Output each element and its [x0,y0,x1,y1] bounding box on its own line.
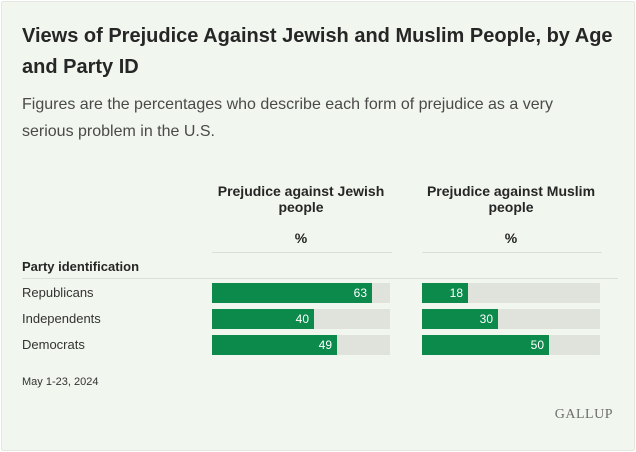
bar-value-label: 18 [449,286,463,300]
bar-track: 30 [422,309,600,329]
source-date: May 1-23, 2024 [22,376,99,388]
column-unit-jewish: % [294,230,308,246]
row-label-democrats: Democrats [22,337,85,352]
gallup-logo: GALLUP [554,407,613,422]
bar-value-label: 40 [295,312,309,326]
bar-value-label: 63 [353,286,367,300]
bar-track: 63 [212,283,390,303]
section-label: Party identification [22,259,140,274]
bar-muslim-republicans: 18 [422,283,468,303]
column-unit-muslim: % [504,230,518,246]
bar-jewish-republicans: 63 [212,283,372,303]
bar-track: 18 [422,283,600,303]
chart-subtitle: Figures are the percentages who describe… [22,96,553,140]
bar-value-label: 50 [530,338,544,352]
column-divider-jewish [212,252,392,253]
bar-value-label: 49 [318,338,332,352]
bar-muslim-democrats: 50 [422,335,549,355]
bar-value-label: 30 [479,312,493,326]
column-header-muslim: Prejudice against Muslim people [426,183,596,215]
bar-muslim-independents: 30 [422,309,498,329]
row-label-republicans: Republicans [22,285,94,300]
row-label-independents: Independents [22,311,101,326]
bar-track: 50 [422,335,600,355]
bar-jewish-independents: 40 [212,309,314,329]
chart-title: Views of Prejudice Against Jewish and Mu… [22,25,613,78]
bar-track: 49 [212,335,390,355]
section-divider [22,278,618,279]
bar-jewish-democrats: 49 [212,335,337,355]
column-header-jewish: Prejudice against Jewish people [217,183,385,215]
column-divider-muslim [422,252,602,253]
bar-track: 40 [212,309,390,329]
